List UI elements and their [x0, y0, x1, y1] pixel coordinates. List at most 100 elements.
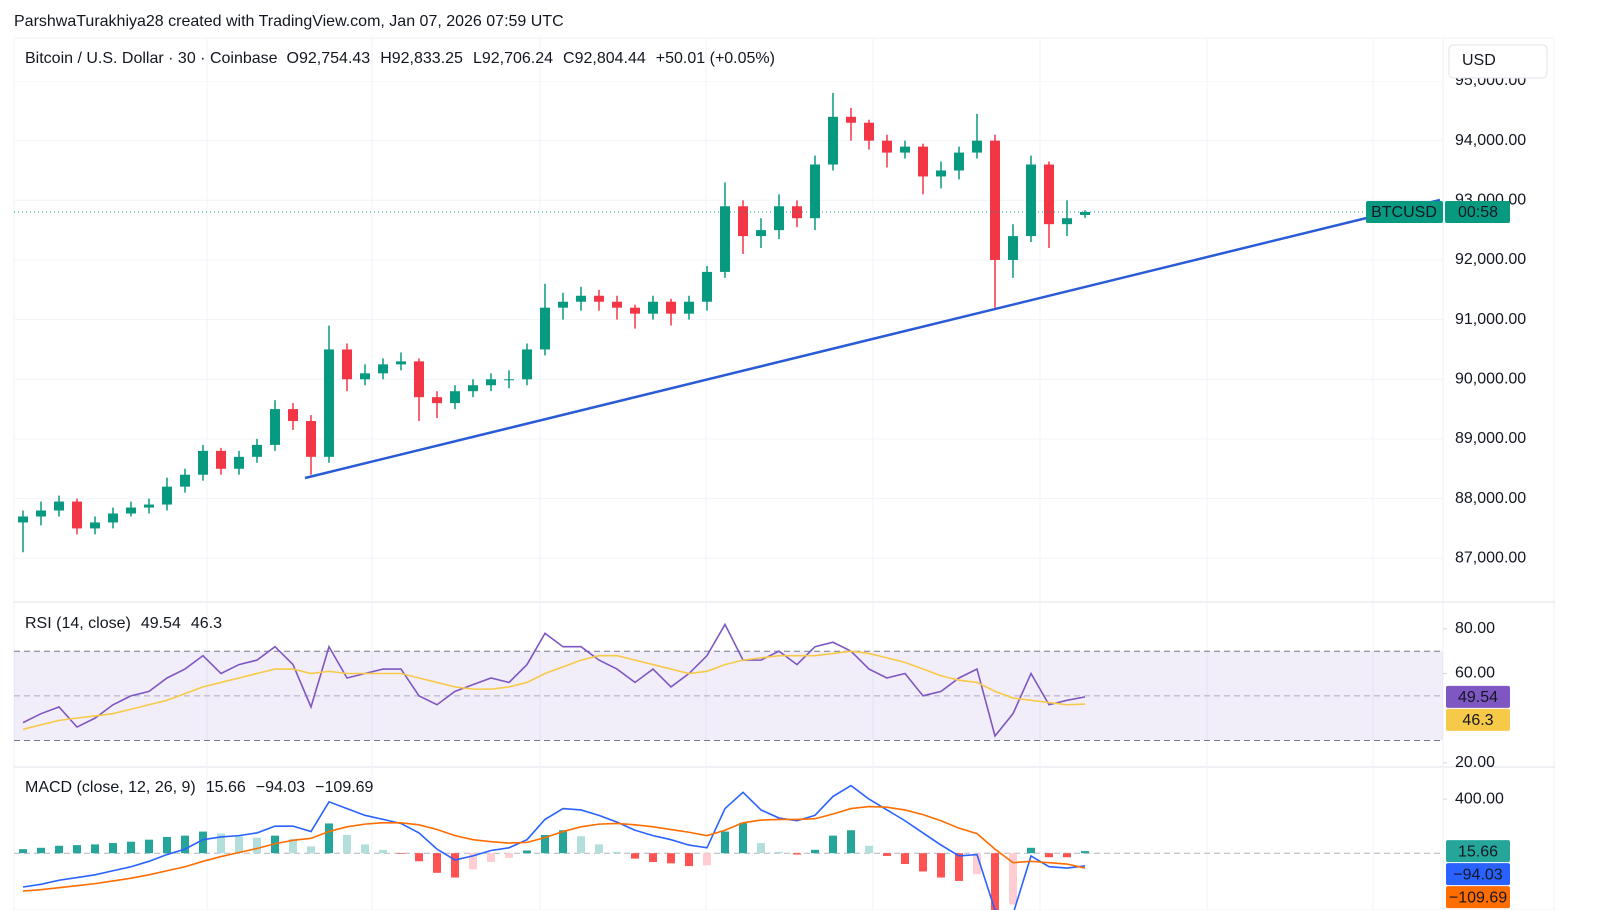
histogram-bar [847, 830, 855, 854]
value-label: 49.54 [1458, 689, 1498, 706]
histogram-bar [55, 845, 63, 854]
histogram-bar [19, 849, 27, 854]
candle-body [234, 456, 244, 469]
candle-body [108, 513, 118, 523]
candle-body [252, 444, 262, 457]
histogram-bar [37, 847, 45, 854]
candle-body [198, 450, 208, 475]
candle-body [360, 373, 370, 380]
candle-body [576, 295, 586, 302]
pane-title: RSI (14, close) [25, 615, 131, 632]
histogram-bar [505, 853, 513, 858]
y-tick-label: 20.00 [1455, 754, 1495, 771]
candle-body [486, 379, 496, 386]
candle-body [450, 391, 460, 404]
histogram-bar [721, 831, 729, 854]
histogram-bar [649, 853, 657, 862]
histogram-bar [199, 831, 207, 854]
histogram-bar [739, 822, 747, 854]
candle-body [954, 152, 964, 171]
candle-body [810, 164, 820, 219]
candle-body [630, 307, 640, 314]
y-tick-label: 92,000.00 [1455, 251, 1526, 268]
trendline [304, 198, 1441, 480]
histogram-bar [1063, 853, 1071, 858]
y-tick-label: 400.00 [1455, 790, 1504, 807]
candle-body [1044, 164, 1054, 225]
candle-body [684, 301, 694, 314]
histogram-bar [667, 853, 675, 864]
histogram-bar [703, 853, 711, 866]
candle-body [738, 206, 748, 237]
candle-body [666, 301, 676, 314]
candle-body [522, 349, 532, 380]
candle-body [648, 301, 658, 314]
value-label: −109.69 [1449, 889, 1507, 906]
candle-body [396, 361, 406, 365]
histogram-bar [217, 833, 225, 854]
value-label-box [1446, 840, 1510, 863]
histogram-bar [361, 844, 369, 854]
value-label: 15.66 [1458, 843, 1498, 860]
ohlc-value: 92,706.24 [482, 50, 553, 67]
ohlc-prefix: O [287, 50, 299, 67]
histogram-bar [937, 853, 945, 878]
candle-body [1026, 164, 1036, 237]
histogram-bar [451, 853, 459, 878]
candle-body [756, 230, 766, 237]
band [14, 651, 1443, 741]
histogram-bar [379, 849, 387, 854]
candle-body [918, 146, 928, 177]
histogram-bar [919, 853, 927, 872]
candle-body [216, 450, 226, 469]
candle-body [342, 349, 352, 380]
ohlc-value: 92,833.25 [392, 50, 463, 67]
candle-body [468, 385, 478, 392]
legend-value: −109.69 [315, 779, 373, 796]
value-label-box [1446, 685, 1510, 708]
candle-body [612, 301, 622, 308]
histogram-bar [1081, 851, 1089, 854]
histogram-bar [685, 853, 693, 867]
histogram-bar [613, 851, 621, 854]
frame [13, 37, 1555, 910]
candle-body [270, 409, 280, 445]
histogram-bar [109, 843, 117, 854]
pane [14, 622, 1443, 741]
histogram-bar [415, 853, 423, 862]
pane [14, 81, 1443, 559]
pane [14, 784, 1443, 910]
histogram-bar [955, 853, 963, 881]
countdown-label: 00:58 [1458, 204, 1498, 221]
currency: USD [1462, 52, 1496, 69]
candle-body [162, 486, 172, 505]
histogram-bar [487, 853, 495, 862]
ohlc-prefix: H [380, 50, 392, 67]
histogram-bar [91, 844, 99, 854]
histogram-bar [775, 851, 783, 854]
y-tick-label: 90,000.00 [1455, 370, 1526, 387]
histogram-bar [757, 843, 765, 854]
symbol-box [1366, 200, 1443, 223]
candle-body [846, 116, 856, 123]
candle-body [540, 307, 550, 350]
ohlc-prefix: C [563, 50, 575, 67]
candle-body [1080, 211, 1090, 215]
symbol-label: BTCUSD [1371, 204, 1437, 221]
histogram-bar [1045, 853, 1053, 858]
series-line [22, 650, 1086, 731]
histogram-bar [73, 845, 81, 854]
candle-body [702, 271, 712, 302]
candle-body [324, 349, 334, 457]
series-line [22, 622, 1086, 738]
candle-body [504, 379, 514, 381]
candle-body [774, 206, 784, 231]
histogram-bar [343, 834, 351, 854]
histogram-bar [901, 853, 909, 865]
histogram-bar [883, 853, 891, 856]
legend-value: 15.66 [206, 779, 246, 796]
candle-body [180, 474, 190, 487]
candle-body [900, 146, 910, 153]
candle-body [594, 295, 604, 302]
histogram-bar [325, 823, 333, 854]
